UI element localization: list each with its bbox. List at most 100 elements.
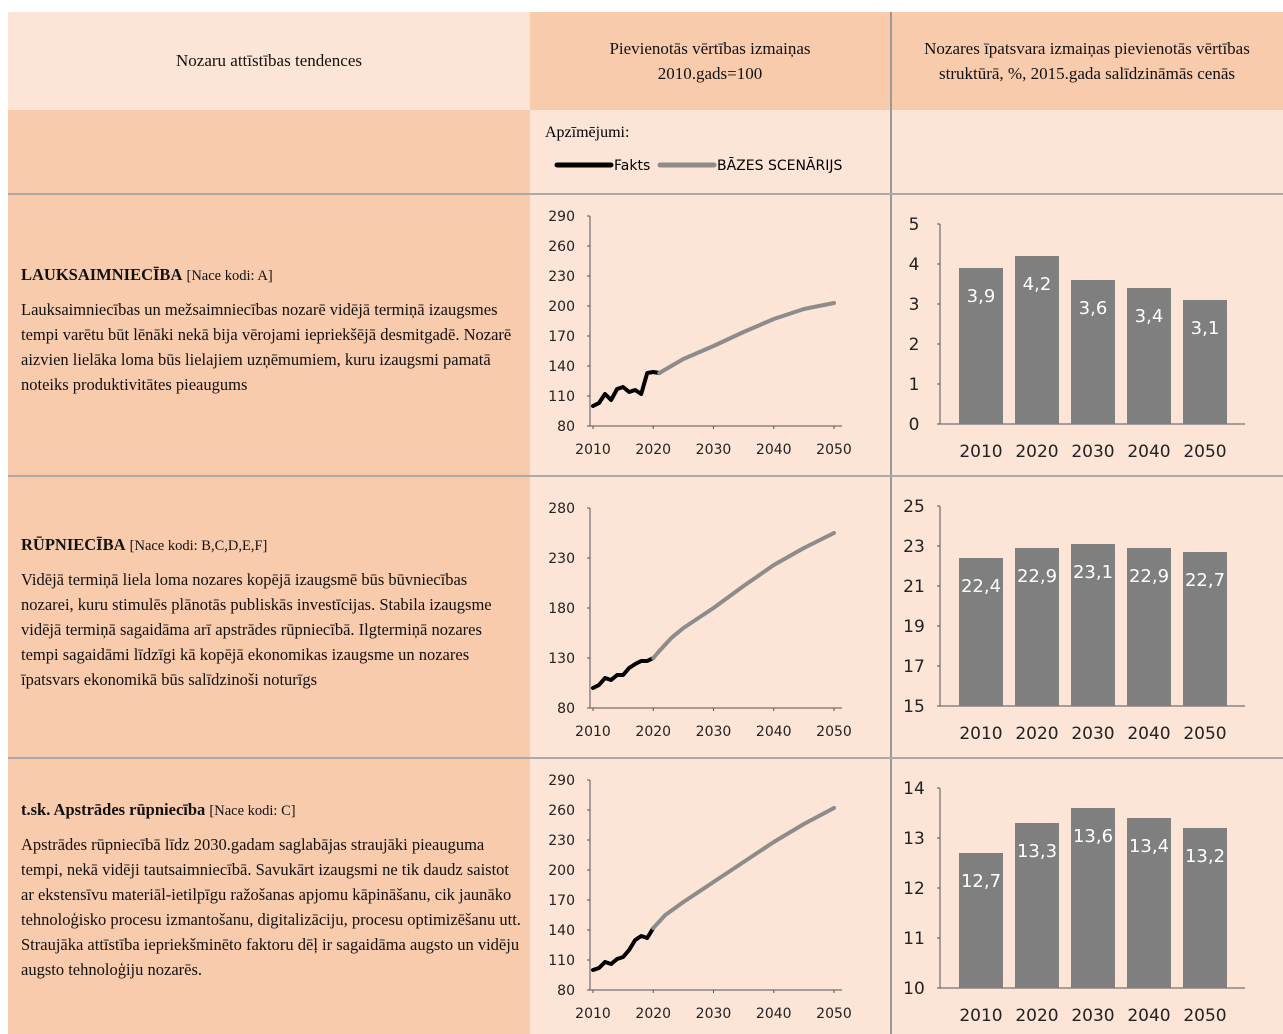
line-series [591,926,656,972]
bar [1183,828,1227,988]
header-line: Pievienotās vērtības izmaiņas [609,39,811,58]
y-tick-label: 1 [909,375,920,395]
x-tick-label: 2020 [1015,724,1058,744]
y-tick-label: 200 [548,863,575,879]
row-heading: LAUKSAIMNIECĪBA [Nace kodi: A] [21,262,521,289]
x-tick-label: 2010 [959,442,1002,462]
x-tick-label: 2040 [1127,724,1170,744]
y-tick-label: 17 [903,657,925,677]
header-cell [530,12,890,110]
bar [1015,823,1059,988]
x-tick-label: 2030 [696,724,732,740]
x-tick-label: 2040 [1127,442,1170,462]
bar-value-label: 13,6 [1073,826,1113,847]
bar-value-label: 22,9 [1017,566,1057,587]
y-tick-label: 260 [548,803,575,819]
x-tick-label: 2020 [635,724,671,740]
y-tick-label: 23 [903,537,925,557]
bar-value-label: 13,2 [1185,846,1225,867]
x-tick-label: 2030 [1071,1006,1114,1026]
y-tick-label: 2 [909,335,920,355]
bar [959,558,1003,706]
y-tick-label: 5 [909,215,920,235]
x-tick-label: 2010 [575,724,611,740]
header-cell [890,12,1283,110]
y-tick-label: 230 [548,833,575,849]
y-tick-label: 12 [903,879,925,899]
row-title: LAUKSAIMNIECĪBA [21,265,183,284]
y-tick-label: 80 [557,701,575,717]
header-line: struktūrā, %, 2015.gada salīdzināmās cen… [939,64,1235,83]
x-tick-label: 2030 [1071,442,1114,462]
bar-value-label: 22,4 [961,576,1001,597]
x-tick-label: 2030 [1071,724,1114,744]
line-series [651,531,836,660]
bar [1071,280,1115,424]
row-description: Lauksaimniecības un mežsaimniecības noza… [21,300,512,394]
x-tick-label: 2010 [959,1006,1002,1026]
header-cell [8,12,530,110]
bar-value-label: 4,2 [1023,274,1052,295]
cell [8,110,530,193]
row-code: [Nace kodi: A] [186,268,273,284]
bar [1015,548,1059,706]
bar-value-label: 3,4 [1135,306,1164,327]
header-text: Pievienotās vērtības izmaiņas 2010.gads=1… [530,36,890,86]
y-tick-label: 3 [909,295,920,315]
cell [8,194,530,475]
bar-value-label: 22,7 [1185,570,1225,591]
bar [1015,256,1059,424]
bar-value-label: 12,7 [961,871,1001,892]
x-tick-label: 2020 [635,1006,671,1022]
header-line: Nozares īpatsvara izmaiņas pievienotās v… [924,39,1250,58]
bar [1127,548,1171,706]
cell [8,477,530,757]
y-tick-label: 13 [903,829,925,849]
row-heading: RŪPNIECĪBA [Nace kodi: B,C,D,E,F] [21,532,521,559]
y-tick-label: 19 [903,617,925,637]
y-tick-label: 110 [548,953,575,969]
y-tick-label: 14 [903,779,925,799]
y-tick-label: 140 [548,923,575,939]
row-description: Apstrādes rūpniecībā līdz 2030.gadam sag… [21,835,521,979]
y-tick-label: 170 [548,893,575,909]
x-tick-label: 2020 [1015,1006,1058,1026]
bar-value-label: 3,9 [967,286,996,307]
y-tick-label: 290 [548,209,575,225]
bar [1071,544,1115,706]
bar-value-label: 23,1 [1073,562,1113,583]
x-tick-label: 2050 [816,724,852,740]
y-tick-label: 80 [557,983,575,999]
bar [1183,300,1227,424]
y-tick-label: 230 [548,269,575,285]
bar [1183,552,1227,706]
row-text: t.sk. Apstrādes rūpniecība [Nace kodi: C… [21,797,521,982]
row-description: Vidējā termiņā liela loma nozares kopējā… [21,570,492,689]
bar-value-label: 13,4 [1129,836,1169,857]
legend-label: BĀZES SCENĀRIJS [717,157,842,174]
x-tick-label: 2010 [575,442,611,458]
bar-value-label: 3,1 [1191,318,1220,339]
row-title: t.sk. Apstrādes rūpniecība [21,800,206,819]
header-text: Nozaru attīstības tendences [176,51,362,70]
x-tick-label: 2040 [756,442,792,458]
bar [959,268,1003,424]
row-code: [Nace kodi: C] [209,803,296,819]
y-tick-label: 170 [548,329,575,345]
x-tick-label: 2050 [816,442,852,458]
header-text: Nozares īpatsvara izmaiņas pievienotās v… [892,36,1282,86]
y-tick-label: 25 [903,497,925,517]
bar-value-label: 13,3 [1017,841,1057,862]
y-tick-label: 230 [548,551,575,567]
x-tick-label: 2010 [959,724,1002,744]
y-tick-label: 21 [903,577,925,597]
legend-title: Apzīmējumi: [545,124,629,141]
x-tick-label: 2050 [816,1006,852,1022]
line-series [591,656,656,690]
x-tick-label: 2040 [756,1006,792,1022]
x-tick-label: 2050 [1183,1006,1226,1026]
header-line: 2010.gads=100 [657,64,763,83]
y-tick-label: 10 [903,979,925,999]
